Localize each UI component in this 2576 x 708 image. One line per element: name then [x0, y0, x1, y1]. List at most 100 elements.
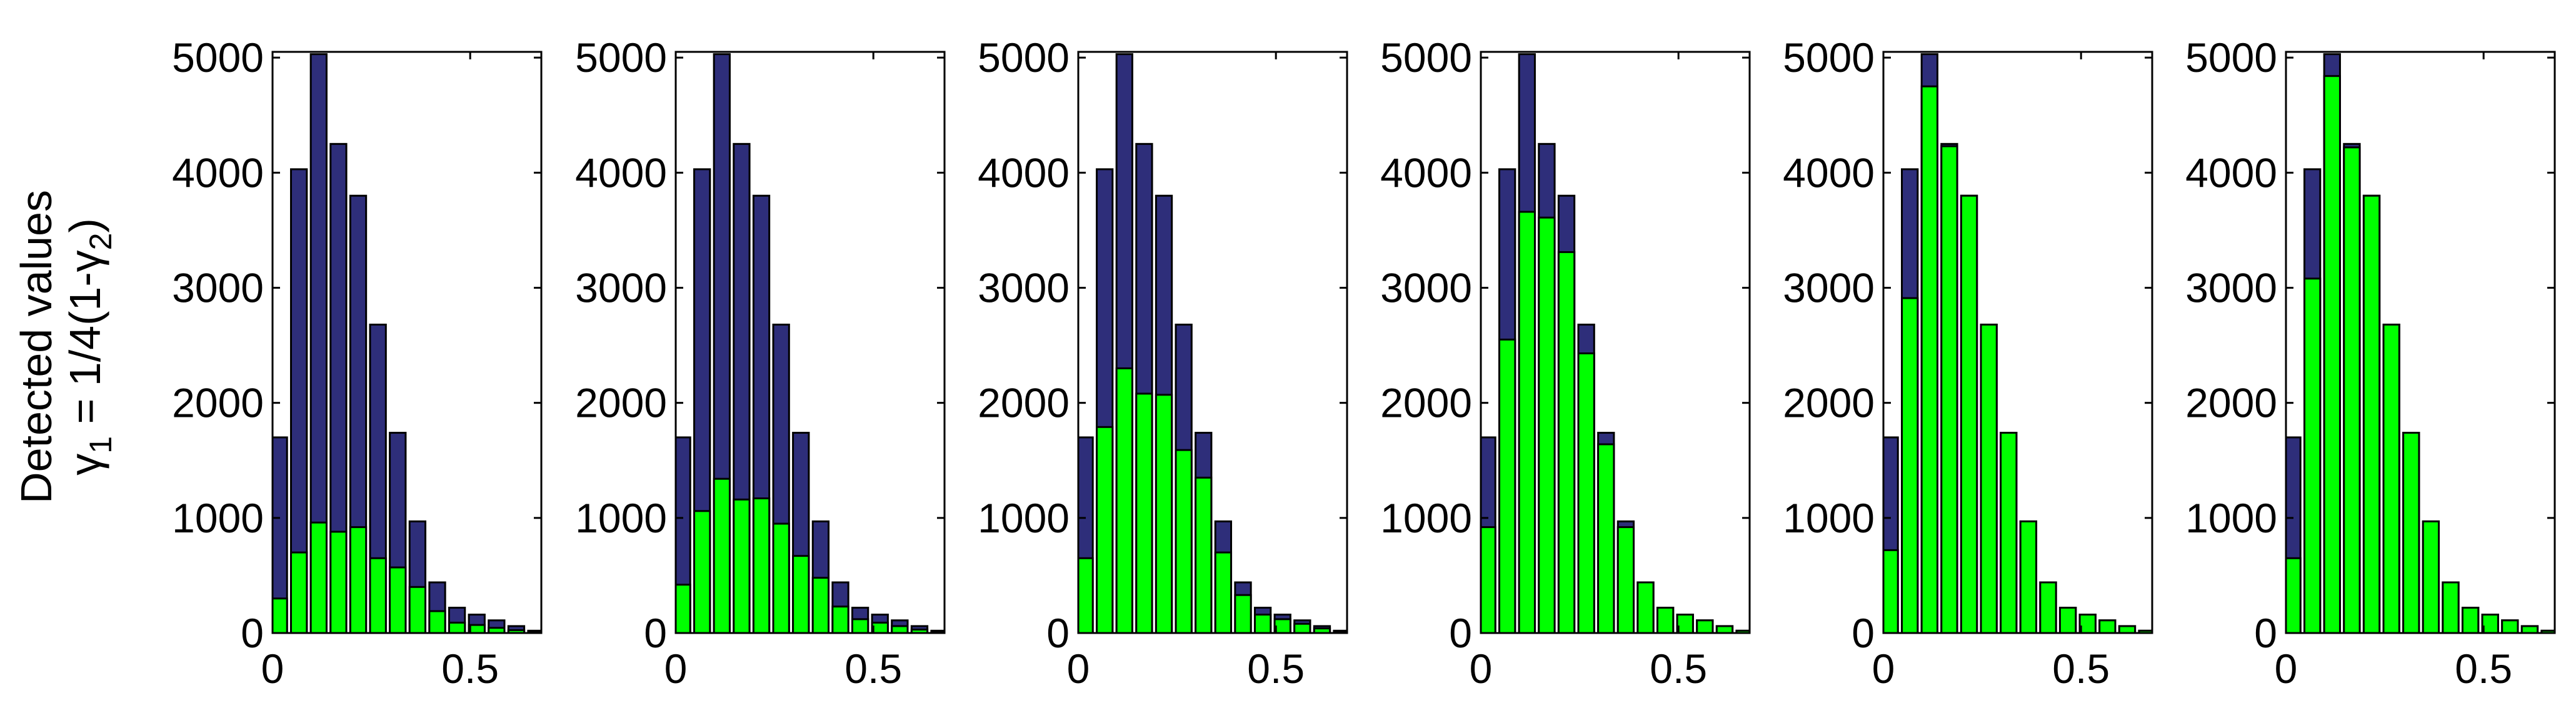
plot-frame: [1077, 51, 1348, 634]
y-tick-label: 1000: [172, 495, 264, 541]
detected-bar: [2481, 614, 2499, 633]
y-axis-label-line1: Detected values: [12, 190, 61, 504]
y-tick-label: 2000: [1380, 380, 1472, 426]
detected-bar: [408, 586, 427, 633]
y-tick-label: 5000: [978, 34, 1070, 81]
detected-bar: [349, 526, 368, 633]
detected-bar: [290, 551, 308, 633]
detected-bar: [2501, 619, 2519, 633]
y-tick-label: 0: [1852, 610, 1875, 656]
detected-bar: [1234, 594, 1252, 633]
histogram-panel-1: 0 1000 2000 3000 4000 5000 0 0.5: [172, 34, 543, 692]
histogram-panel-5: 0 1000 2000 3000 4000 5000 0 0.5: [1783, 34, 2153, 692]
y-tick-label: 2000: [575, 380, 667, 426]
y-tick-label: 0: [1046, 610, 1070, 656]
detected-bar: [2286, 557, 2302, 633]
detected-bar: [2078, 614, 2097, 633]
detected-bar: [2520, 625, 2539, 633]
detected-bar: [693, 510, 711, 633]
x-tick-label: 0.5: [2455, 646, 2512, 692]
y-tick-label: 3000: [978, 265, 1070, 311]
y-tick-label: 1000: [2185, 495, 2277, 541]
x-tick-label: 0: [2275, 646, 2298, 692]
detected-bar: [273, 597, 288, 633]
y-tick-label: 4000: [978, 149, 1070, 196]
detected-bar: [2058, 606, 2077, 633]
detected-bar: [1883, 549, 1899, 633]
detected-bar: [1920, 85, 1938, 633]
detected-bar: [389, 566, 407, 633]
y-tick-label: 1000: [1380, 495, 1472, 541]
total-bar: [468, 614, 486, 633]
y-tick-label: 1000: [1783, 495, 1875, 541]
detected-bar: [1214, 551, 1233, 633]
histogram-panel-3: 0 1000 2000 3000 4000 5000 0 0.5: [978, 34, 1348, 692]
detected-bar: [1518, 211, 1536, 633]
detected-bar: [2461, 606, 2480, 633]
detected-bar: [2422, 520, 2440, 633]
plot-frame: [1882, 51, 2153, 634]
y-tick-label: 4000: [575, 149, 667, 196]
x-tick-label: 0: [1872, 646, 1895, 692]
bars: [1883, 53, 2152, 633]
y-tick-label: 5000: [1783, 34, 1875, 81]
y-axis-label: Detected values γ1 = 1/4(1-γ2): [12, 190, 118, 504]
detected-bar: [2118, 625, 2137, 633]
detected-bar: [1616, 526, 1635, 633]
detected-bar: [2362, 194, 2381, 633]
detected-bar: [2019, 520, 2038, 633]
y-tick-label: 0: [2254, 610, 2277, 656]
histogram-panel-4: 0 1000 2000 3000 4000 5000 0 0.5: [1380, 34, 1751, 692]
x-tick-label: 0: [664, 646, 688, 692]
detected-bar: [1960, 194, 1978, 633]
detected-bar: [2540, 629, 2555, 633]
plot-frame: [1480, 51, 1751, 634]
detected-bar: [1135, 392, 1153, 633]
detected-bar: [1577, 352, 1595, 633]
y-tick-label: 4000: [1380, 149, 1472, 196]
y-tick-label: 0: [241, 610, 264, 656]
detected-bar: [1313, 627, 1331, 633]
formula-end: ): [61, 218, 109, 232]
y-tick-label: 4000: [2185, 149, 2277, 196]
plot-frame: [2285, 51, 2556, 634]
histogram-panels: 0 1000 2000 3000 4000 5000 0 0.5 0 1000 2000 3000 40…: [172, 34, 2556, 692]
plot-frame: [271, 51, 543, 634]
x-tick-label: 0.5: [441, 646, 499, 692]
y-tick-label: 3000: [2185, 265, 2277, 311]
detected-bar: [1253, 614, 1272, 633]
y-tick-label: 5000: [575, 34, 667, 81]
y-tick-label: 3000: [1783, 265, 1875, 311]
y-axis-label-line2: γ1 = 1/4(1-γ2): [61, 218, 118, 476]
detected-bar: [792, 555, 810, 633]
detected-bar: [1115, 367, 1133, 633]
detected-bar: [2343, 146, 2361, 633]
detected-bar: [2323, 75, 2341, 633]
detected-bar: [309, 521, 328, 633]
detected-bar: [733, 498, 751, 633]
y-tick-label: 5000: [172, 34, 264, 81]
detected-bar: [891, 625, 909, 633]
detected-bar: [2039, 581, 2057, 633]
y-tick-label: 3000: [1380, 265, 1472, 311]
detected-bar: [1273, 618, 1291, 633]
plot-frame: [674, 51, 946, 634]
detected-bar: [2382, 323, 2400, 633]
y-tick-label: 2000: [978, 380, 1070, 426]
histogram-panel-6: 0 1000 2000 3000 4000 5000 0 0.5: [2185, 34, 2556, 692]
y-tick-label: 5000: [1380, 34, 1472, 81]
bars: [1078, 53, 1347, 633]
detected-bar: [1696, 619, 1714, 633]
y-tick-label: 2000: [172, 380, 264, 426]
y-tick-label: 2000: [1783, 380, 1875, 426]
detected-bar: [1715, 625, 1734, 633]
formula-middle: = 1/4(1-γ: [61, 250, 109, 436]
y-tick-label: 5000: [2185, 34, 2277, 81]
detected-bar: [2000, 432, 2018, 633]
y-tick-label: 1000: [575, 495, 667, 541]
detected-bar: [1980, 323, 1998, 633]
detected-bar: [1901, 297, 1919, 633]
detected-bar: [831, 606, 849, 633]
detected-bar: [2098, 619, 2117, 633]
